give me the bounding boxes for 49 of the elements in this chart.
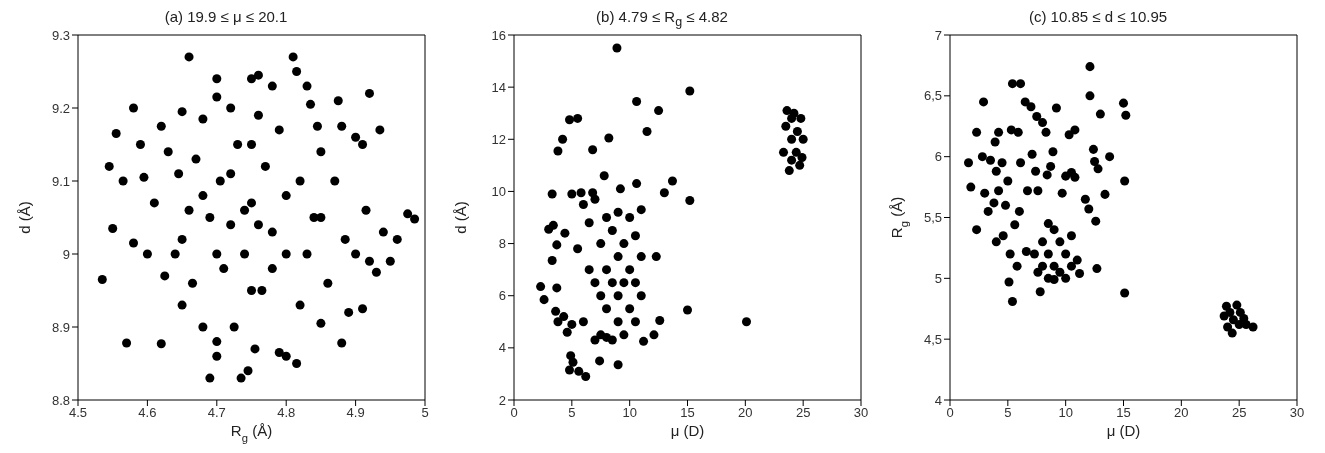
y-tick-label: 6,5 [923,88,942,104]
y-tick-label: 2 [498,392,506,408]
x-axis-title: R$_{g}$ (Å) [230,422,273,444]
x-tick-label: 10 [1058,405,1073,421]
y-tick-label: 8 [498,236,506,252]
x-tick-label: 4.6 [138,405,157,421]
y-tick-label: 12 [491,131,506,147]
y-tick-label: 4 [498,340,506,356]
y-tick-label: 5 [934,270,942,286]
x-tick-label: 5 [568,405,576,421]
y-tick-label: 5,5 [923,210,942,226]
y-tick-label: 7 [934,27,942,43]
y-tick-label: 16 [491,27,506,43]
y-tick-label: 9 [62,246,70,262]
chart-title: (b) 4.79 ≤ R$_{g}$ ≤ 4.82 [595,8,729,29]
y-tick-label: 8.8 [51,392,70,408]
x-axis-title: μ (D) [1106,422,1141,439]
x-tick-label: 15 [1116,405,1131,421]
x-tick-label: 10 [622,405,637,421]
x-tick-label: 4.9 [346,405,365,421]
x-tick-label: 15 [680,405,695,421]
x-tick-label: 20 [738,405,753,421]
y-tick-label: 9.2 [51,100,70,116]
chart-title: (a) 19.9 ≤ μ ≤ 20.1 [163,8,289,27]
x-tick-label: 0 [510,405,518,421]
x-tick-label: 30 [1289,405,1305,421]
y-tick-label: 6 [934,149,942,165]
x-tick-label: 20 [1174,405,1189,421]
x-tick-label: 0 [946,405,954,421]
x-tick-label: 4.5 [68,405,88,421]
y-tick-label: 6 [498,288,506,304]
chart-title: (c) 10.85 ≤ d ≤ 10.95 [1027,8,1169,27]
x-tick-label: 30 [853,405,869,421]
x-tick-label: 4.8 [277,405,296,421]
y-tick-label: 14 [491,79,506,95]
x-tick-label: 5 [421,405,429,421]
y-tick-label: 4 [934,392,942,408]
y-tick-label: 9.1 [51,173,70,189]
y-tick-label: 8.9 [51,319,70,335]
x-axis-title: μ (D) [670,422,705,439]
y-axis-title: d (Å) [452,201,469,234]
x-tick-label: 5 [1004,405,1012,421]
x-tick-label: 25 [795,405,811,421]
y-tick-label: 9.3 [51,27,70,43]
y-axis-title: d (Å) [16,201,33,234]
y-tick-label: 4,5 [923,331,942,347]
x-tick-label: 25 [1231,405,1247,421]
y-tick-label: 10 [491,184,506,200]
x-tick-label: 4.7 [207,405,226,421]
